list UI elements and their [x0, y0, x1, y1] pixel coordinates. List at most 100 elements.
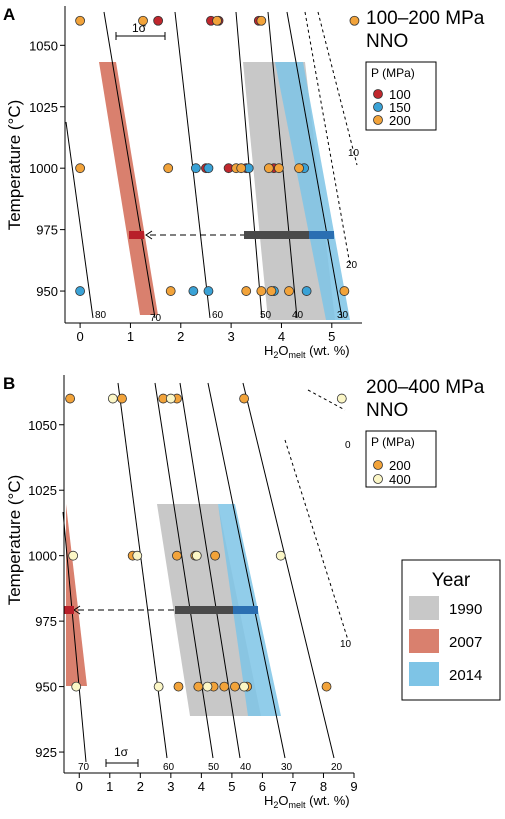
data-point-200	[212, 15, 222, 26]
panel-b-arrow	[64, 605, 258, 615]
panel-b-isoline-labels: 70 60 50 40 30 20 10 0	[78, 440, 352, 773]
legend-label: 100	[389, 87, 411, 102]
panel-a-ticks: 0 1 2 3 4 5 950 975 1000 1025 1050	[29, 38, 335, 344]
panel-b-points	[65, 393, 347, 692]
panel-b-legend: P (MPa) 200 400	[365, 430, 437, 488]
data-point-200	[173, 681, 184, 692]
swatch-2007	[409, 629, 439, 653]
data-point-100	[153, 15, 164, 26]
data-point-200	[219, 681, 230, 692]
panel-b-letter: B	[3, 374, 15, 393]
data-point-400	[132, 550, 143, 561]
legend-title: P (MPa)	[371, 435, 415, 449]
x-tick-label: 6	[259, 779, 266, 794]
data-point-200	[65, 393, 76, 404]
isoline-label: 70	[78, 762, 90, 773]
data-point-400	[165, 393, 176, 404]
data-point-200	[349, 15, 360, 26]
panel-a: A 100–200 MPa NNO 80 70 60 50 40 30	[3, 5, 485, 360]
x-tick-label: 7	[289, 779, 296, 794]
y-tick-label: 1000	[29, 161, 58, 176]
year-legend: Year 1990 2007 2014	[401, 559, 501, 701]
data-point-200	[263, 163, 274, 174]
year-legend-label: 2007	[449, 634, 482, 651]
panel-b-xlabel: H2Omelt (wt. %)	[264, 793, 350, 810]
data-point-200	[163, 163, 174, 174]
panel-b-isolines	[62, 382, 349, 763]
data-point-200	[256, 286, 267, 296]
data-point-200	[321, 681, 332, 692]
data-point-200	[339, 286, 350, 296]
panel-b-ylabel: Temperature (°C)	[5, 475, 24, 606]
year-legend-label: 2014	[449, 667, 482, 684]
y-tick-label: 1050	[28, 418, 57, 433]
data-point-200	[117, 393, 127, 404]
data-point-200	[210, 550, 221, 561]
data-point-150	[301, 286, 312, 296]
isoline-label: 20	[331, 762, 343, 773]
y-tick-label: 1050	[29, 38, 58, 53]
data-point-200	[239, 393, 250, 404]
data-point-400	[107, 393, 118, 404]
x-tick-label: 3	[167, 779, 174, 794]
isoline-label: 0	[345, 440, 351, 451]
data-point-400	[153, 681, 164, 692]
data-point-200	[274, 163, 284, 174]
y-tick-label: 1025	[28, 483, 57, 498]
y-tick-label: 925	[35, 745, 57, 760]
panel-a-ylabel: Temperature (°C)	[5, 100, 24, 231]
panel-b: B 200–400 MPa NNO 70 60 50 40 30 20 10 0	[3, 374, 485, 810]
panel-b-subtitle: NNO	[366, 400, 408, 421]
isoline-label: 20	[346, 260, 358, 271]
y-tick-label: 975	[36, 223, 58, 238]
data-point-200	[138, 15, 148, 26]
isoline-label: 40	[240, 762, 252, 773]
isoline-label: 50	[260, 310, 272, 321]
x-tick-label: 2	[177, 329, 184, 344]
panel-a-xlabel: H2Omelt (wt. %)	[264, 343, 350, 360]
y-tick-label: 1025	[29, 100, 58, 115]
legend-label: 200	[389, 113, 411, 128]
panel-b-axes	[63, 375, 354, 774]
data-point-150	[203, 163, 214, 174]
x-tick-label: 1	[127, 329, 134, 344]
data-point-400	[191, 550, 202, 561]
x-tick-label: 4	[198, 779, 205, 794]
data-point-200	[294, 163, 304, 174]
data-point-200	[75, 163, 86, 174]
legend-label: 200	[389, 458, 411, 473]
panel-a-axes	[64, 6, 362, 324]
data-point-400	[275, 550, 286, 561]
data-point-200	[172, 550, 182, 561]
isoline-label: 10	[340, 639, 352, 650]
band-2007	[99, 62, 158, 315]
swatch-2014	[409, 662, 439, 686]
legend-label: 150	[389, 100, 411, 115]
x-tick-label: 0	[76, 329, 83, 344]
y-tick-label: 950	[36, 284, 58, 299]
isoline-label: 60	[163, 762, 175, 773]
x-tick-label: 9	[350, 779, 357, 794]
x-tick-label: 8	[320, 779, 327, 794]
data-point-400	[71, 681, 82, 692]
legend-label: 400	[389, 472, 411, 487]
data-point-200	[165, 286, 176, 296]
panel-a-subtitle: NNO	[366, 31, 408, 52]
panel-a-title: 100–200 MPa	[366, 8, 485, 29]
x-tick-label: 5	[228, 779, 235, 794]
panel-a-bands	[99, 62, 350, 320]
band-2007	[66, 504, 87, 686]
year-legend-title: Year	[432, 570, 471, 591]
legend-title: P (MPa)	[371, 66, 415, 80]
sigma-label: 1σ	[114, 745, 129, 759]
data-point-200	[284, 286, 294, 296]
isoline-label: 70	[150, 313, 162, 324]
data-point-400	[239, 681, 250, 692]
y-tick-label: 950	[35, 680, 57, 695]
panel-a-isoline-labels: 80 70 60 50 40 30 20 10	[95, 148, 360, 324]
y-tick-label: 975	[35, 614, 57, 629]
panel-b-sigma: 1σ	[105, 745, 139, 767]
data-point-400	[202, 681, 213, 692]
